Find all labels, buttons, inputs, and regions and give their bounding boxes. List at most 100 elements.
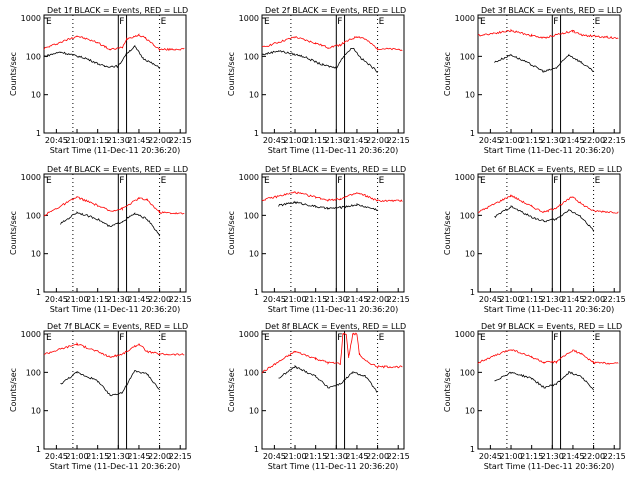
- series-line: [261, 332, 403, 374]
- y-tick-label: 1000: [455, 14, 475, 23]
- marker-label: E: [480, 176, 486, 186]
- y-tick-label: 1000: [455, 330, 475, 339]
- x-tick-label: 21:00: [65, 136, 88, 145]
- x-tick-label: 21:15: [520, 295, 543, 304]
- marker-label: E: [46, 17, 52, 27]
- series-line: [477, 349, 619, 365]
- marker-label: F: [337, 333, 342, 343]
- x-tick-label: 21:15: [304, 452, 327, 461]
- x-tick-label: 21:45: [127, 136, 150, 145]
- x-axis-label: Start Time (11-Dec-11 20:36:20): [268, 462, 399, 471]
- y-tick-label: 1: [36, 129, 41, 138]
- panel-title: Det 1f BLACK = Events, RED = LLD: [47, 6, 188, 15]
- x-tick-label: 20:45: [45, 136, 68, 145]
- marker-label: E: [161, 176, 167, 186]
- y-axis-label: Counts/sec: [9, 52, 18, 96]
- panel-9: Det 9f BLACK = Events, RED = LLD 1 10 100 10…: [443, 322, 626, 471]
- panel-7: Det 7f BLACK = Events, RED = LLD 1 10 100 10…: [9, 322, 192, 471]
- y-tick-label: 1000: [21, 330, 41, 339]
- plot-frame: [43, 173, 187, 293]
- marker-label: E: [595, 17, 601, 27]
- y-axis-label: Counts/sec: [227, 52, 236, 96]
- x-tick-label: 22:15: [603, 452, 626, 461]
- y-tick-label: 100: [26, 52, 41, 61]
- panel-2: Det 2f BLACK = Events, RED = LLD 1 10 100 10…: [227, 6, 410, 155]
- y-axis-label: Counts/sec: [443, 211, 452, 255]
- x-tick-label: 20:45: [479, 295, 502, 304]
- x-tick-label: 21:00: [65, 452, 88, 461]
- x-tick-label: 22:15: [387, 452, 410, 461]
- y-axis-label: Counts/sec: [9, 368, 18, 412]
- x-tick-label: 21:45: [561, 295, 584, 304]
- marker-label: E: [264, 333, 270, 343]
- plot-frame: [477, 173, 621, 293]
- plot-frame: [261, 14, 405, 134]
- panel-5: Det 5f BLACK = Events, RED = LLD 1 10 100 10…: [227, 165, 410, 314]
- series-line: [494, 371, 594, 391]
- series-line: [278, 365, 378, 393]
- panel-8: Det 8f BLACK = Events, RED = LLD 1 10 100 10…: [227, 322, 410, 471]
- y-tick-label: 1: [254, 445, 259, 454]
- x-tick-label: 21:30: [107, 452, 130, 461]
- panel-title: Det 8f BLACK = Events, RED = LLD: [265, 322, 406, 331]
- x-tick-label: 22:00: [582, 136, 605, 145]
- x-axis-label: Start Time (11-Dec-11 20:36:20): [268, 305, 399, 314]
- x-tick-label: 21:15: [520, 136, 543, 145]
- x-tick-label: 21:15: [86, 452, 109, 461]
- marker-label: F: [553, 17, 558, 27]
- y-tick-label: 10: [465, 407, 475, 416]
- x-tick-label: 21:00: [499, 295, 522, 304]
- x-tick-label: 22:15: [169, 136, 192, 145]
- y-tick-label: 1000: [239, 330, 259, 339]
- panel-4: Det 4f BLACK = Events, RED = LLD 1 10 100 10…: [9, 165, 192, 314]
- series-line: [494, 53, 594, 73]
- marker-label: F: [119, 333, 124, 343]
- y-tick-label: 1000: [455, 173, 475, 182]
- x-tick-label: 22:00: [148, 452, 171, 461]
- x-tick-label: 22:15: [169, 452, 192, 461]
- x-tick-label: 22:00: [582, 295, 605, 304]
- x-tick-label: 21:30: [107, 295, 130, 304]
- marker-label: E: [46, 176, 52, 186]
- y-tick-label: 1: [470, 129, 475, 138]
- x-tick-label: 21:15: [86, 295, 109, 304]
- y-tick-label: 100: [26, 211, 41, 220]
- y-tick-label: 100: [244, 368, 259, 377]
- y-tick-label: 100: [244, 52, 259, 61]
- x-tick-label: 21:45: [345, 452, 368, 461]
- x-tick-label: 22:00: [366, 452, 389, 461]
- x-tick-label: 21:30: [107, 136, 130, 145]
- panel-6: Det 6f BLACK = Events, RED = LLD 1 10 100 10…: [443, 165, 626, 314]
- plot-frame: [477, 14, 621, 134]
- y-tick-label: 10: [31, 91, 41, 100]
- series-line: [43, 44, 160, 70]
- x-tick-label: 22:00: [148, 295, 171, 304]
- x-tick-label: 21:45: [127, 295, 150, 304]
- x-tick-label: 20:45: [263, 136, 286, 145]
- marker-label: E: [161, 333, 167, 343]
- x-tick-label: 21:30: [325, 295, 348, 304]
- series-line: [278, 200, 378, 211]
- series-line: [494, 205, 594, 232]
- y-axis-label: Counts/sec: [9, 211, 18, 255]
- x-tick-label: 22:00: [582, 452, 605, 461]
- series-line: [60, 370, 160, 397]
- x-tick-label: 22:15: [169, 295, 192, 304]
- y-tick-label: 1: [36, 445, 41, 454]
- y-tick-label: 100: [460, 52, 475, 61]
- x-tick-label: 22:15: [387, 295, 410, 304]
- series-line: [43, 341, 185, 358]
- x-tick-label: 21:45: [127, 452, 150, 461]
- x-tick-label: 22:15: [603, 136, 626, 145]
- y-tick-label: 100: [460, 211, 475, 220]
- marker-label: E: [379, 17, 385, 27]
- x-tick-label: 20:45: [45, 295, 68, 304]
- y-axis-label: Counts/sec: [443, 52, 452, 96]
- panel-title: Det 4f BLACK = Events, RED = LLD: [47, 165, 188, 174]
- x-tick-label: 22:15: [387, 136, 410, 145]
- series-line: [261, 35, 403, 51]
- x-tick-label: 21:30: [541, 136, 564, 145]
- y-tick-label: 10: [31, 250, 41, 259]
- plot-frame: [43, 330, 187, 450]
- x-tick-label: 21:30: [325, 452, 348, 461]
